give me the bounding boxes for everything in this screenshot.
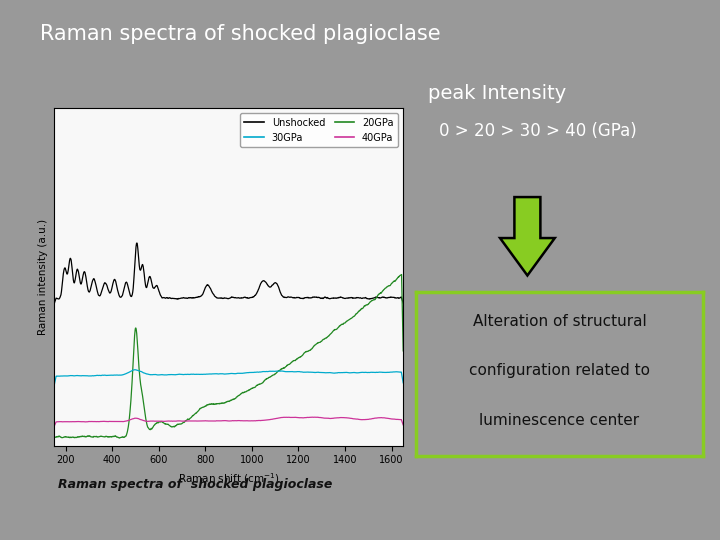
40GPa	[50, 423, 58, 430]
Y-axis label: Raman intensity (a.u.): Raman intensity (a.u.)	[38, 219, 48, 335]
40GPa	[307, 414, 316, 420]
Unshocked	[399, 300, 408, 306]
Text: Raman spectra of  shocked plagioclase: Raman spectra of shocked plagioclase	[58, 478, 332, 491]
40GPa	[77, 418, 86, 425]
Text: luminescence center: luminescence center	[480, 413, 639, 428]
20GPa	[397, 271, 406, 278]
Unshocked	[50, 301, 58, 308]
30GPa	[248, 369, 257, 376]
Unshocked	[212, 294, 220, 300]
Text: configuration related to: configuration related to	[469, 363, 650, 378]
Unshocked	[132, 240, 141, 246]
30GPa	[212, 370, 220, 377]
Line: 40GPa: 40GPa	[54, 417, 403, 427]
20GPa	[212, 401, 220, 407]
40GPa	[205, 418, 214, 424]
20GPa	[399, 348, 408, 354]
Line: Unshocked: Unshocked	[54, 243, 403, 305]
40GPa	[212, 418, 220, 424]
Unshocked	[248, 294, 257, 300]
Unshocked	[77, 281, 86, 287]
Text: Alteration of structural: Alteration of structural	[472, 314, 647, 329]
Unshocked	[198, 291, 207, 298]
30GPa	[77, 373, 86, 379]
40GPa	[198, 417, 207, 424]
20GPa	[205, 401, 214, 407]
30GPa	[198, 371, 207, 377]
40GPa	[91, 418, 99, 425]
20GPa	[248, 385, 257, 392]
Text: peak Intensity: peak Intensity	[428, 84, 567, 103]
30GPa	[205, 371, 214, 377]
Text: Raman spectra of shocked plagioclase: Raman spectra of shocked plagioclase	[40, 24, 440, 44]
Line: 20GPa: 20GPa	[54, 274, 403, 438]
30GPa	[131, 367, 140, 373]
Unshocked	[205, 284, 214, 291]
40GPa	[248, 417, 257, 424]
30GPa	[50, 383, 58, 389]
Line: 30GPa: 30GPa	[54, 370, 403, 386]
FancyArrow shape	[500, 197, 554, 275]
Text: 0 > 20 > 30 > 40 (GPa): 0 > 20 > 30 > 40 (GPa)	[439, 122, 637, 139]
20GPa	[198, 404, 207, 411]
30GPa	[399, 380, 408, 386]
X-axis label: Raman shift (cm$^{-1}$): Raman shift (cm$^{-1}$)	[178, 471, 279, 485]
20GPa	[50, 434, 58, 441]
Legend: Unshocked, 30GPa, 20GPa, 40GPa: Unshocked, 30GPa, 20GPa, 40GPa	[240, 113, 398, 147]
20GPa	[91, 434, 99, 440]
Unshocked	[91, 279, 99, 286]
20GPa	[115, 435, 124, 441]
30GPa	[91, 373, 99, 379]
20GPa	[77, 434, 86, 440]
40GPa	[399, 422, 408, 428]
